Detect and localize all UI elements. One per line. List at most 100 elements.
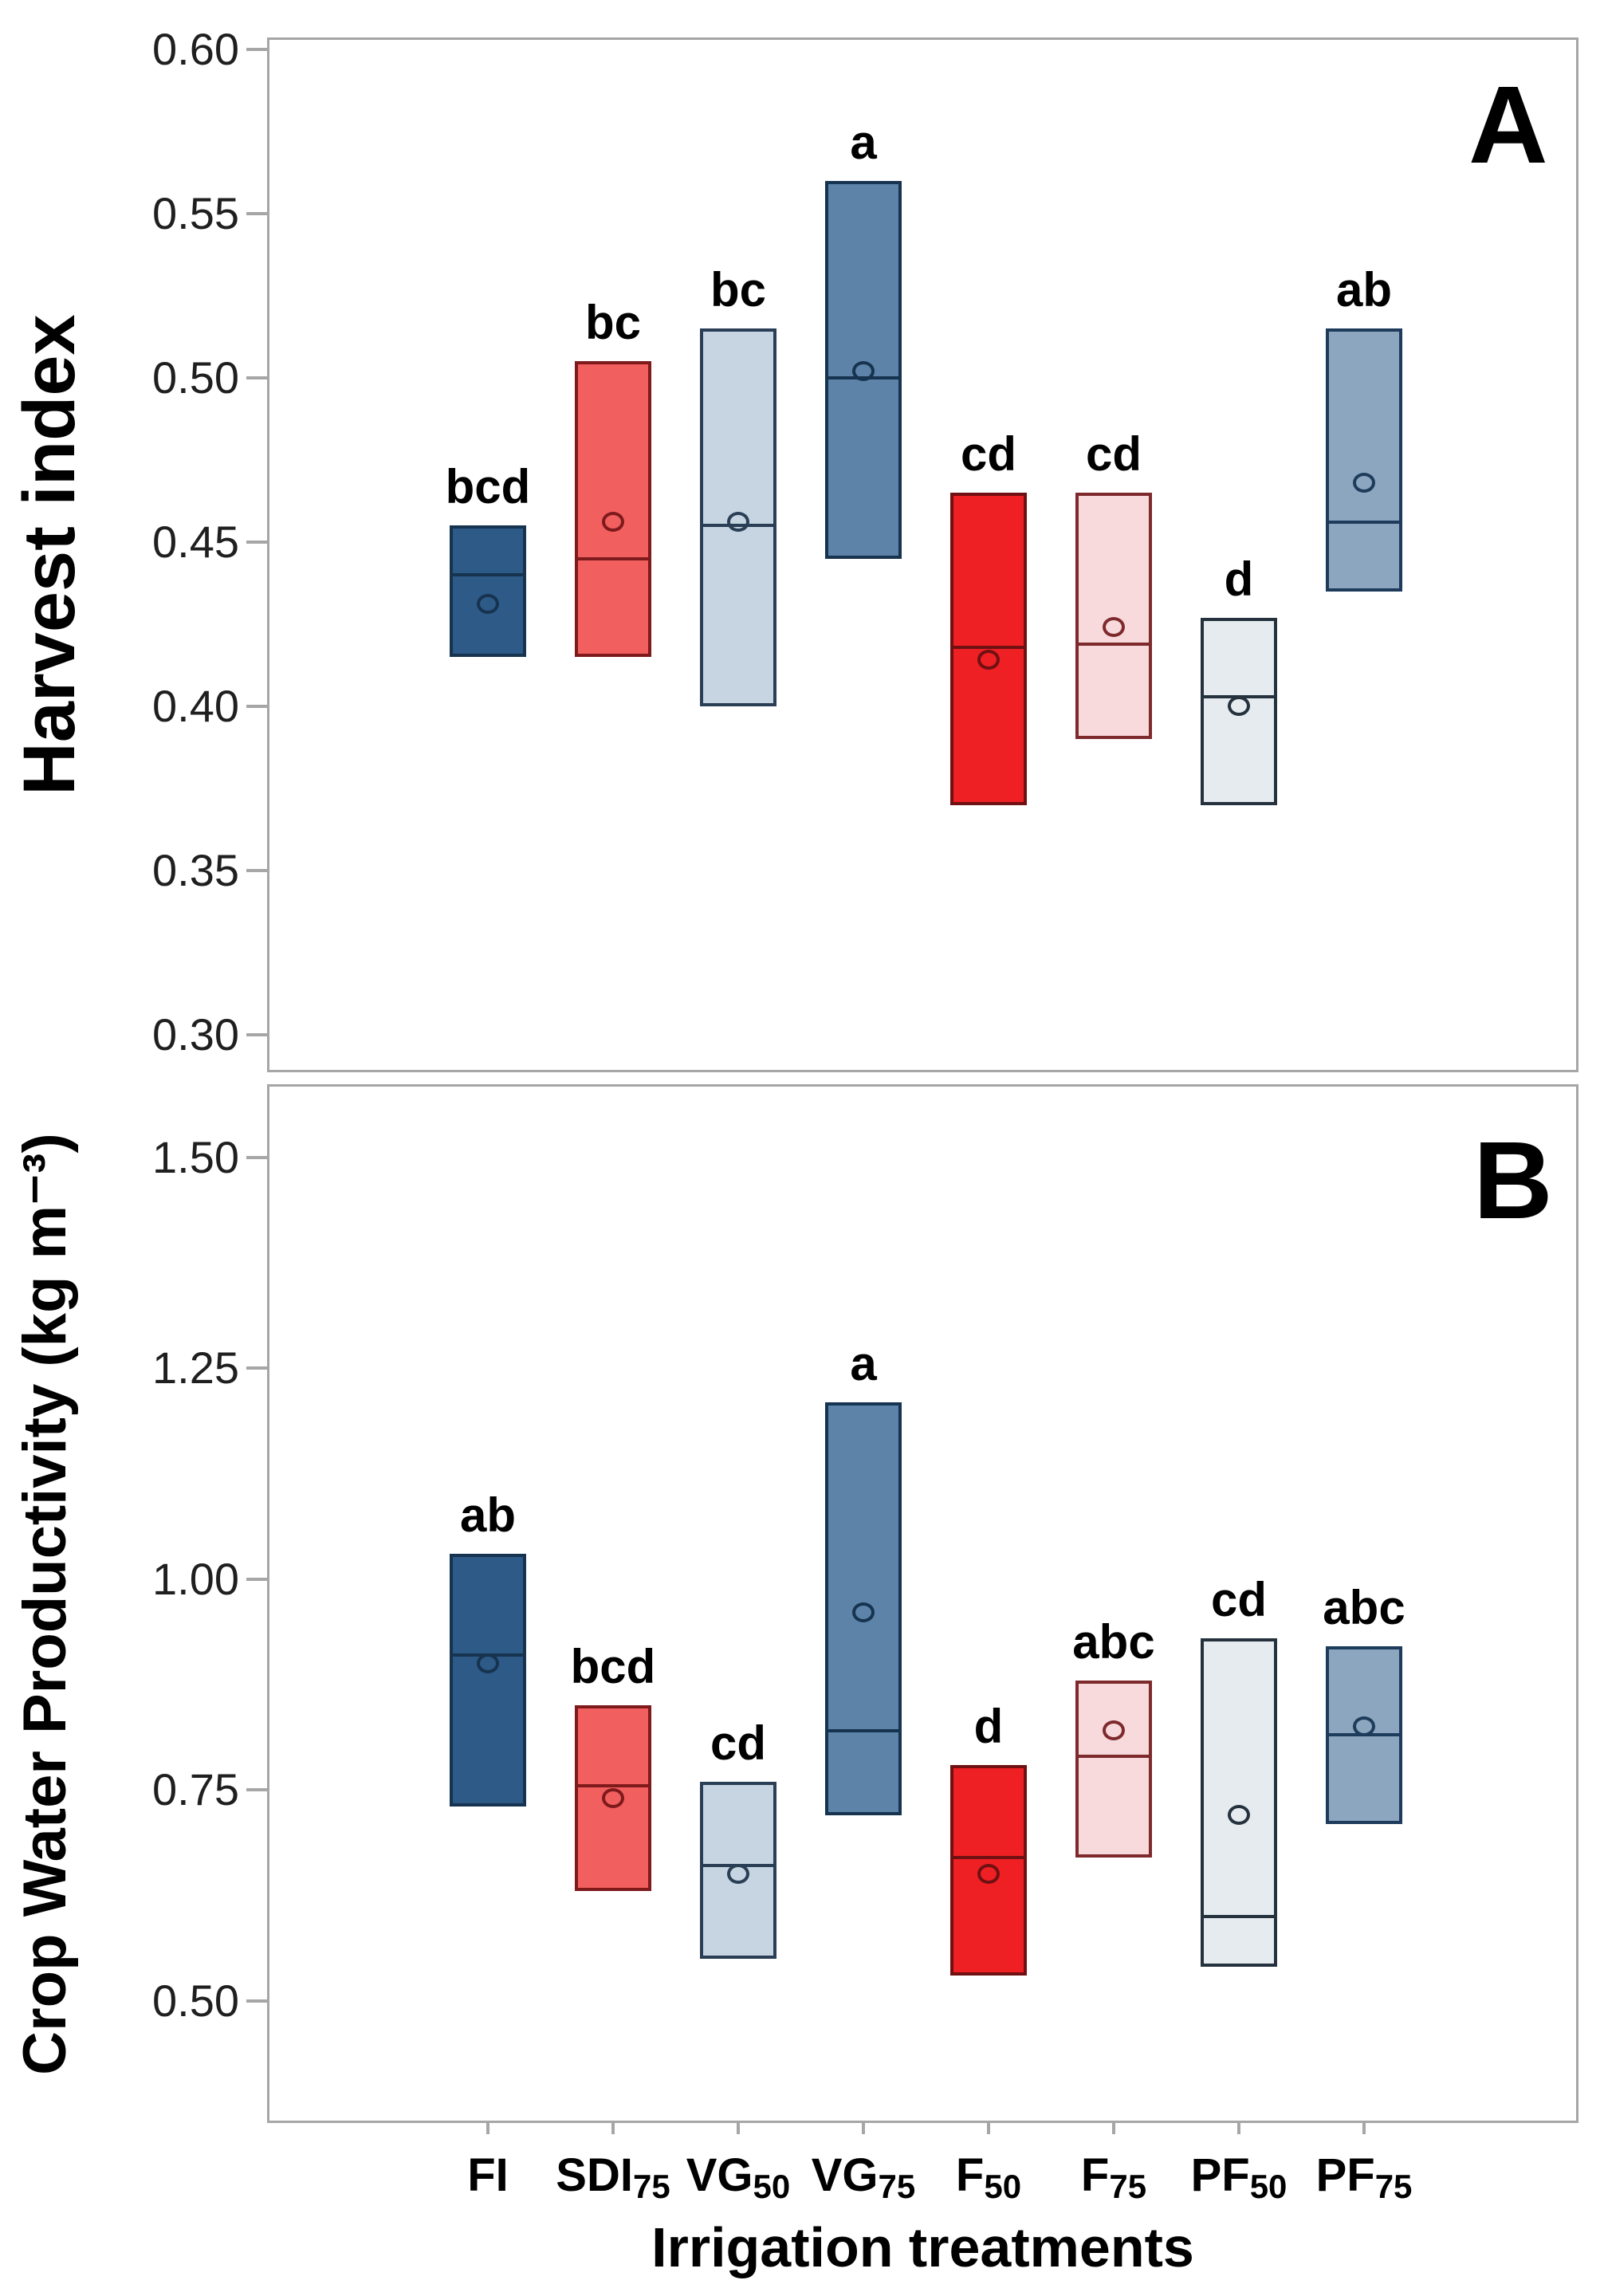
x-axis-label-main: PF [1190, 2149, 1250, 2201]
box-plot-VG50 [700, 328, 776, 706]
box-plot-SDI75 [575, 1705, 651, 1892]
box-plot-F75 [1075, 1680, 1152, 1858]
significance-letter-PF50: d [1224, 552, 1254, 606]
mean-marker-VG50 [727, 1863, 749, 1884]
x-axis-tick [987, 2123, 990, 2134]
x-axis-label-subscript: 75 [1374, 2168, 1413, 2206]
significance-letter-PF75: abc [1323, 1581, 1405, 1635]
x-axis-label-main: SDI [556, 2149, 633, 2201]
median-line-F50 [953, 645, 1024, 649]
box-plot-PF50 [1201, 617, 1277, 805]
mean-marker-FI [477, 594, 499, 615]
x-axis-label-F50: F50 [901, 2150, 1076, 2212]
significance-letter-VG75: a [850, 1336, 877, 1390]
x-axis-label-PF75: PF75 [1276, 2150, 1452, 2212]
significance-letter-F75: abc [1072, 1614, 1155, 1669]
y-axis-tick-label: 0.50 [152, 1975, 239, 2026]
y-axis-tick-label: 0.45 [152, 516, 239, 567]
box-plot-VG75 [825, 180, 902, 559]
y-axis-tick [246, 704, 267, 708]
mean-marker-PF50 [1228, 695, 1250, 716]
panel-letter-a: A [1468, 64, 1548, 187]
y-axis-title-b: Crop Water Productivity (kg m⁻³) [11, 1132, 79, 2075]
box-plot-F50 [950, 1764, 1027, 1976]
x-axis-label-main: F [955, 2149, 985, 2201]
median-line-F75 [1079, 642, 1149, 646]
mean-marker-F75 [1103, 1720, 1125, 1741]
significance-letter-F75: cd [1085, 427, 1142, 482]
mean-marker-VG75 [852, 360, 875, 381]
y-axis-tick [246, 375, 267, 379]
box-plot-F75 [1075, 493, 1152, 740]
median-line-PF50 [1204, 1914, 1274, 1918]
y-axis-tick [246, 1033, 267, 1037]
x-axis-label-subscript: 75 [1109, 2168, 1147, 2206]
x-axis-label-main: PF [1315, 2149, 1375, 2201]
x-axis-label-main: VG [811, 2149, 879, 2201]
significance-letter-FI: bcd [445, 460, 531, 514]
x-axis-label-subscript: 75 [632, 2168, 670, 2206]
box-plot-SDI75 [575, 361, 651, 658]
significance-letter-FI: ab [459, 1488, 517, 1543]
x-axis-label-VG75: VG75 [776, 2150, 951, 2212]
mean-marker-F75 [1103, 617, 1125, 638]
significance-letter-PF50: cd [1210, 1572, 1268, 1626]
box-plot-PF75 [1326, 328, 1402, 592]
mean-marker-FI [477, 1653, 499, 1673]
median-line-SDI75 [578, 556, 648, 560]
x-axis-tick [1362, 2123, 1366, 2134]
significance-letter-SDI75: bc [584, 296, 642, 350]
box-plot-FI [450, 1554, 526, 1807]
x-axis-label-subscript: 75 [878, 2168, 916, 2206]
x-axis-label-main: VG [686, 2149, 753, 2201]
y-axis-tick-label: 1.25 [152, 1343, 239, 1394]
y-axis-tick-label: 1.00 [152, 1553, 239, 1604]
y-axis-tick-label: 0.55 [152, 187, 239, 238]
mean-marker-SDI75 [602, 512, 624, 533]
mean-marker-F50 [977, 650, 1000, 670]
x-axis-label-subscript: 50 [753, 2168, 791, 2206]
x-axis-tick [737, 2123, 740, 2134]
mean-marker-VG50 [727, 512, 749, 533]
mean-marker-PF75 [1353, 472, 1375, 493]
mean-marker-SDI75 [602, 1787, 624, 1808]
x-axis-label-F75: F75 [1026, 2150, 1201, 2212]
significance-letter-VG50: cd [710, 1716, 767, 1770]
y-axis-tick [246, 540, 267, 544]
y-axis-tick [246, 1156, 267, 1159]
y-axis-tick [246, 1366, 267, 1370]
x-axis-label-subscript: 50 [984, 2168, 1022, 2206]
y-axis-tick [246, 1788, 267, 1792]
y-axis-tick-label: 1.50 [152, 1132, 239, 1182]
y-axis-tick-label: 0.75 [152, 1764, 239, 1815]
box-plot-FI [450, 525, 526, 658]
median-line-SDI75 [578, 1783, 648, 1787]
x-axis-tick [862, 2123, 865, 2134]
significance-letter-VG50: bc [710, 263, 767, 317]
significance-letter-F50: d [973, 1699, 1004, 1753]
box-plot-VG75 [825, 1402, 902, 1815]
x-axis-tick [1237, 2123, 1240, 2134]
box-plot-PF75 [1326, 1646, 1402, 1824]
y-axis-tick-label: 0.60 [152, 23, 239, 74]
median-line-F50 [953, 1855, 1024, 1859]
x-axis-tick [486, 2123, 489, 2134]
significance-letter-F50: cd [960, 427, 1017, 482]
x-axis-label-main: FI [467, 2149, 509, 2201]
x-axis-label-VG50: VG50 [651, 2150, 826, 2212]
y-axis-tick [246, 47, 267, 51]
x-axis-label-subscript: 50 [1249, 2168, 1288, 2206]
x-axis-label-FI: FI [400, 2150, 576, 2201]
x-axis-tick [611, 2123, 615, 2134]
mean-marker-PF50 [1228, 1804, 1250, 1825]
significance-letter-SDI75: bcd [570, 1640, 656, 1694]
significance-letter-VG75: a [850, 115, 877, 169]
box-plot-PF50 [1201, 1637, 1277, 1968]
y-axis-tick [246, 211, 267, 215]
panel-letter-b: B [1473, 1119, 1553, 1242]
y-axis-tick [246, 1999, 267, 2003]
x-axis-label-main: F [1080, 2149, 1110, 2201]
box-plot-VG50 [700, 1781, 776, 1959]
significance-letter-PF75: ab [1335, 263, 1393, 317]
